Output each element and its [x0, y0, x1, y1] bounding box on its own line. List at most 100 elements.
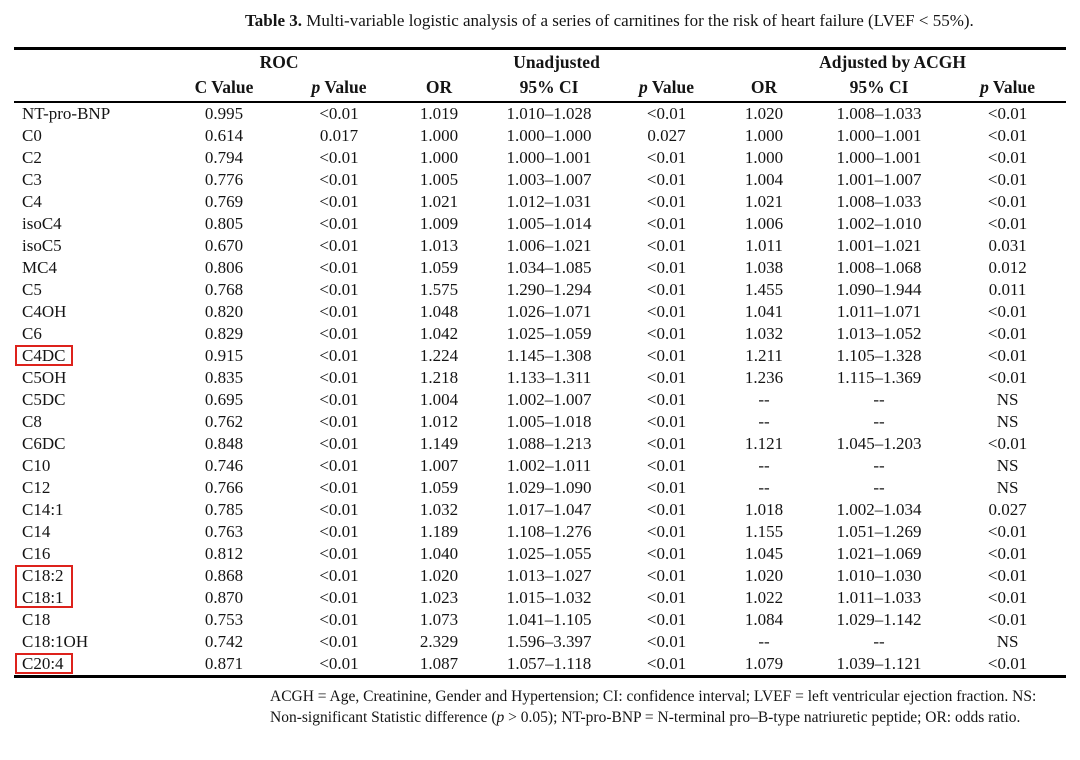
unadjusted-p-value: <0.01	[646, 609, 687, 629]
unadjusted-or: 1.021	[419, 191, 459, 211]
roc-c-value: 0.776	[204, 169, 244, 189]
col-header-c-value: C Value	[164, 74, 284, 103]
roc-c-value: 0.820	[204, 301, 244, 321]
col-header-label	[14, 74, 164, 103]
roc-c-value: 0.768	[204, 279, 244, 299]
adjusted-p-value: 0.011	[988, 279, 1027, 299]
unadjusted-p-value: <0.01	[646, 411, 687, 431]
unadjusted-or: 1.012	[419, 411, 459, 431]
adjusted-ci: 1.000–1.001	[836, 147, 922, 167]
unadjusted-or: 1.023	[419, 587, 459, 607]
adjusted-ci: 1.000–1.001	[836, 125, 922, 145]
adjusted-p-value: <0.01	[987, 125, 1028, 145]
table-body: NT-pro-BNP 0.995 <0.01 1.019 1.010–1.028…	[14, 102, 1066, 677]
unadjusted-ci: 1.034–1.085	[506, 257, 592, 277]
adjusted-ci: 1.051–1.269	[836, 521, 922, 541]
adjusted-p-value: <0.01	[987, 653, 1028, 673]
adjusted-or: --	[758, 455, 770, 475]
unadjusted-or: 1.189	[419, 521, 459, 541]
unadjusted-or: 1.007	[419, 455, 459, 475]
table-row: C2 0.794 <0.01 1.000 1.000–1.001 <0.01 1…	[14, 147, 1066, 169]
roc-c-value: 0.915	[204, 345, 244, 365]
adjusted-or: 1.236	[744, 367, 784, 387]
col-header-ci-adjusted: 95% CI	[809, 74, 950, 103]
unadjusted-ci: 1.002–1.011	[506, 455, 592, 475]
roc-c-value: 0.763	[204, 521, 244, 541]
unadjusted-p-value: <0.01	[646, 543, 687, 563]
adjusted-or: 1.020	[744, 103, 784, 123]
adjusted-or: 1.021	[744, 191, 784, 211]
roc-p-value: <0.01	[319, 367, 359, 387]
caption-text: Multi-variable logistic analysis of a se…	[306, 11, 974, 30]
row-label-cell: C3	[14, 169, 164, 191]
unadjusted-or: 1.059	[419, 477, 459, 497]
adjusted-or: 1.121	[744, 433, 784, 453]
unadjusted-or: 1.149	[419, 433, 459, 453]
row-label: C2	[22, 147, 42, 167]
roc-c-value: 0.812	[204, 543, 244, 563]
adjusted-ci: 1.001–1.007	[836, 169, 922, 189]
adjusted-p-value: 0.012	[988, 257, 1027, 277]
adjusted-or: 1.079	[744, 653, 784, 673]
unadjusted-ci: 1.057–1.118	[506, 653, 592, 673]
adjusted-p-value: NS	[996, 477, 1019, 497]
adjusted-or: 1.045	[744, 543, 784, 563]
adjusted-ci: 1.011–1.071	[836, 301, 922, 321]
table-row: C4 0.769 <0.01 1.021 1.012–1.031 <0.01 1…	[14, 191, 1066, 213]
roc-p-value: <0.01	[319, 213, 359, 233]
adjusted-p-value: <0.01	[987, 147, 1028, 167]
adjusted-p-value: <0.01	[987, 565, 1028, 585]
unadjusted-or: 1.019	[419, 103, 459, 123]
adjusted-or: 1.011	[745, 235, 783, 255]
unadjusted-ci: 1.012–1.031	[506, 191, 592, 211]
roc-c-value: 0.868	[204, 565, 244, 585]
row-label-cell: C5OH	[14, 367, 164, 389]
adjusted-or: 1.022	[744, 587, 784, 607]
row-label-cell: C14	[14, 521, 164, 543]
adjusted-ci: 1.115–1.369	[836, 367, 922, 387]
unadjusted-p-value: <0.01	[646, 213, 687, 233]
unadjusted-ci: 1.108–1.276	[506, 521, 592, 541]
unadjusted-p-value: <0.01	[646, 455, 687, 475]
adjusted-or: --	[758, 389, 770, 409]
roc-p-value: <0.01	[319, 191, 359, 211]
table-row: C20:4 0.871 <0.01 1.087 1.057–1.118 <0.0…	[14, 652, 1066, 677]
table-row: C6 0.829 <0.01 1.042 1.025–1.059 <0.01 1…	[14, 323, 1066, 345]
row-label: C6	[22, 323, 42, 343]
roc-c-value: 0.746	[204, 455, 244, 475]
adjusted-p-value: <0.01	[987, 609, 1028, 629]
roc-p-value: <0.01	[319, 455, 359, 475]
row-label-cell: C6DC	[14, 433, 164, 455]
row-label: C5DC	[22, 389, 66, 409]
adjusted-ci: 1.039–1.121	[836, 653, 922, 673]
unadjusted-or: 1.218	[419, 367, 459, 387]
adjusted-ci: 1.002–1.034	[836, 499, 922, 519]
unadjusted-ci: 1.133–1.311	[506, 367, 592, 387]
adjusted-ci: --	[873, 477, 885, 497]
table-row: isoC4 0.805 <0.01 1.009 1.005–1.014 <0.0…	[14, 213, 1066, 235]
table-footnote: ACGH = Age, Creatinine, Gender and Hyper…	[270, 687, 1037, 726]
unadjusted-ci: 1.005–1.014	[506, 213, 592, 233]
row-label: isoC4	[22, 213, 62, 233]
unadjusted-or: 1.004	[419, 389, 459, 409]
unadjusted-ci: 1.290–1.294	[506, 279, 592, 299]
table-row: isoC5 0.670 <0.01 1.013 1.006–1.021 <0.0…	[14, 235, 1066, 257]
adjusted-ci: 1.013–1.052	[836, 323, 922, 343]
unadjusted-or: 1.009	[419, 213, 459, 233]
row-label: C5OH	[22, 367, 67, 387]
unadjusted-ci: 1.017–1.047	[506, 499, 592, 519]
row-label-cell: C18:1OH	[14, 631, 164, 653]
unadjusted-p-value: <0.01	[646, 191, 687, 211]
unadjusted-or: 1.020	[419, 565, 459, 585]
col-header-or-adjusted: OR	[719, 74, 810, 103]
row-label-cell: C18	[14, 609, 164, 631]
adjusted-p-value: <0.01	[987, 103, 1028, 123]
row-label-cell: MC4	[14, 257, 164, 279]
adjusted-or: --	[758, 631, 770, 651]
row-label: C16	[22, 543, 51, 563]
table-row: C0 0.614 0.017 1.000 1.000–1.000 0.027 1…	[14, 125, 1066, 147]
roc-c-value: 0.766	[204, 477, 244, 497]
col-header-or-unadjusted: OR	[394, 74, 485, 103]
adjusted-or: 1.211	[745, 345, 783, 365]
adjusted-ci: --	[873, 455, 885, 475]
